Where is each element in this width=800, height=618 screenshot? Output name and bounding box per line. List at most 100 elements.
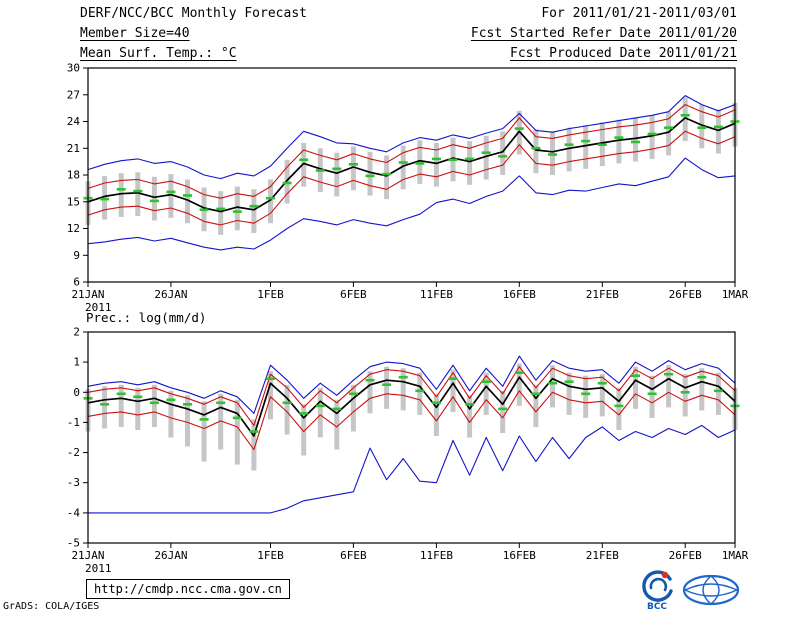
- median-dash: [631, 374, 640, 377]
- spread-bar: [334, 152, 340, 197]
- median-dash: [597, 381, 607, 385]
- spread-bar: [583, 375, 589, 418]
- median-dash: [514, 127, 524, 130]
- median-dash: [199, 418, 209, 421]
- median-dash: [232, 416, 242, 420]
- x-tick-label: 26JAN: [154, 288, 187, 301]
- y-tick-label: -2: [67, 446, 80, 459]
- spread-bar: [599, 374, 605, 417]
- spread-bar: [533, 129, 539, 174]
- spread-bar: [151, 384, 157, 427]
- spread-bar: [234, 186, 240, 231]
- spread-bar: [268, 179, 273, 224]
- cma-globe-meridian-left: [702, 575, 712, 605]
- x-tick-label: 21JAN: [71, 288, 104, 301]
- median-dash: [299, 158, 309, 162]
- spread-bar: [168, 390, 174, 438]
- median-dash: [166, 398, 176, 402]
- spread-bar: [168, 174, 174, 218]
- median-dash: [332, 167, 342, 171]
- median-dash: [481, 151, 491, 154]
- spread-bar: [400, 145, 406, 190]
- median-dash: [282, 181, 292, 185]
- ensemble-spread-bars: [85, 363, 738, 471]
- spread-bar: [649, 115, 655, 159]
- median-dash: [564, 143, 574, 146]
- y-tick-label: -5: [67, 537, 80, 550]
- median-dash: [116, 392, 126, 396]
- spread-bar: [483, 135, 489, 180]
- x-tick-label: 1FEB: [257, 549, 284, 562]
- median-dash: [465, 403, 475, 406]
- median-dash: [398, 161, 408, 164]
- upper-bound-line: [87, 104, 736, 199]
- median-dash: [448, 158, 458, 162]
- median-dash: [431, 157, 441, 161]
- spread-bar: [234, 399, 240, 465]
- upper-bound-line: [87, 366, 736, 426]
- x-year-label: 2011: [85, 562, 112, 575]
- median-dash: [216, 207, 226, 211]
- spread-bar: [566, 127, 572, 172]
- median-dash: [614, 404, 624, 408]
- y-tick-label: 6: [73, 276, 80, 289]
- spread-bar: [450, 369, 456, 412]
- spread-bar: [118, 173, 124, 217]
- spread-bar: [682, 374, 688, 417]
- median-dash: [465, 157, 475, 161]
- spread-bar: [483, 372, 489, 415]
- spread-bar: [151, 176, 157, 221]
- median-dash: [448, 377, 458, 380]
- median-dash: [266, 377, 275, 380]
- spread-bar: [433, 142, 439, 187]
- median-dash: [697, 375, 707, 379]
- spread-bar: [400, 368, 406, 411]
- median-dash: [697, 126, 707, 129]
- prec-panel-title: Prec.: log(mm/d): [86, 310, 207, 325]
- y-tick-label: 2: [73, 326, 80, 339]
- median-dash: [548, 153, 557, 156]
- x-tick-label: 11FEB: [420, 288, 453, 301]
- cma-globe-line-upper: [684, 583, 738, 591]
- spread-bar: [516, 363, 522, 406]
- median-dash: [382, 383, 392, 386]
- lower-bound-line: [87, 390, 736, 451]
- median-dash: [116, 188, 126, 191]
- median-dash: [216, 401, 226, 405]
- lower-bound-line: [87, 130, 736, 226]
- ensemble-max-line: [87, 355, 736, 414]
- median-dash: [531, 146, 541, 150]
- median-dash: [713, 389, 723, 393]
- spread-bar: [500, 390, 506, 433]
- spread-bar: [268, 371, 273, 420]
- spread-bar: [218, 393, 224, 450]
- median-dash: [299, 412, 309, 415]
- ensemble-mean-line: [87, 117, 736, 213]
- x-tick-label: 21JAN: [71, 549, 104, 562]
- spread-bar: [699, 368, 705, 411]
- temp-panel-title: Mean Surf. Temp.: °C: [80, 46, 237, 61]
- median-dash: [647, 132, 657, 136]
- x-tick-label: 6FEB: [340, 288, 367, 301]
- median-dash: [514, 371, 524, 374]
- spread-bar: [433, 393, 439, 436]
- spread-bar: [633, 117, 638, 162]
- median-dash: [481, 380, 491, 383]
- fcst-produced-date-label: Fcst Produced Date 2011/01/21: [510, 46, 737, 61]
- grads-credit: GrADS: COLA/IGES: [3, 601, 100, 612]
- median-dash: [647, 392, 657, 396]
- median-dash: [680, 391, 690, 394]
- spread-bar: [284, 384, 290, 435]
- y-tick-label: 1: [73, 356, 80, 369]
- spread-bar: [550, 365, 555, 408]
- spread-bar: [334, 399, 340, 450]
- spread-bar: [102, 175, 108, 220]
- median-dash: [183, 194, 192, 197]
- spread-bar: [649, 375, 655, 418]
- x-tick-label: 6FEB: [340, 549, 367, 562]
- ensemble-mean-line: [87, 376, 736, 437]
- spread-bar: [467, 395, 473, 438]
- median-dash: [100, 197, 110, 201]
